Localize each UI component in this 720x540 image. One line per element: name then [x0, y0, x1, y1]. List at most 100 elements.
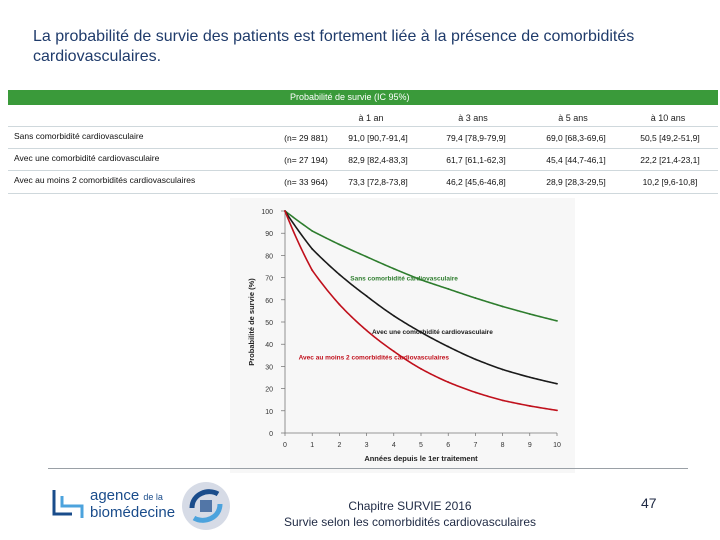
x-tick-label: 1: [310, 442, 314, 449]
data-point: [556, 319, 558, 322]
x-tick-label: 6: [446, 442, 450, 449]
x-tick-label: 3: [365, 442, 369, 449]
y-tick-label: 10: [265, 409, 273, 416]
data-point: [392, 267, 395, 270]
data-point: [501, 368, 504, 371]
data-point: [338, 303, 341, 306]
data-point: [338, 273, 341, 276]
data-point: [420, 367, 422, 370]
survival-chart: 0 10 20 30 40 50 60 70 80 90 100 0 1 2 3 4 5 6 7 8 9 10 Année…: [247, 209, 561, 463]
y-tick-label: 100: [261, 209, 273, 216]
x-tick-label: 7: [473, 442, 477, 449]
column-header-10ans: à 10 ans: [650, 113, 686, 123]
series-line: [284, 210, 558, 322]
data-point: [528, 313, 531, 315]
x-tick-label: 8: [501, 442, 505, 449]
data-point: [501, 399, 504, 402]
y-tick-label: 0: [269, 431, 273, 438]
y-tick-label: 70: [265, 276, 273, 283]
cell-1an: 73,3 [72,8-73,8]: [348, 177, 408, 187]
cell-5ans: 69,0 [68,3-69,6]: [546, 133, 606, 143]
x-tick-label: 0: [283, 442, 287, 449]
slide-title: La probabilité de survie des patients es…: [33, 28, 635, 65]
data-point: [556, 409, 558, 412]
x-tick-label: 9: [528, 442, 532, 449]
data-point: [474, 391, 477, 394]
x-tick-label: 4: [392, 442, 396, 449]
logo-de: de la: [143, 492, 163, 502]
data-point: [311, 248, 314, 250]
y-tick-label: 40: [265, 342, 273, 349]
agence-biomedecine-logo: agence de la biomédecine: [52, 482, 175, 526]
y-tick-label: 20: [265, 387, 273, 394]
data-point: [528, 376, 531, 379]
data-point: [447, 345, 450, 348]
cell-3ans: 79,4 [78,9-79,9]: [446, 133, 506, 143]
row-count: (n= 27 194): [284, 155, 328, 165]
logo-text: agence de la biomédecine: [90, 488, 175, 521]
table-row: Avec au moins 2 comorbidités cardiovascu…: [8, 170, 718, 193]
data-point: [284, 210, 286, 212]
table-row: Sans comorbidité cardiovasculaire (n= 29…: [8, 126, 718, 149]
chart-background: [230, 198, 575, 473]
x-axis-label: Années depuis le 1er traitement: [364, 454, 478, 463]
logo-line2: biomédecine: [90, 504, 176, 521]
logo-line1: agence: [90, 487, 140, 504]
row-label: Sans comorbidité cardiovasculaire: [14, 131, 144, 141]
row-count: (n= 33 964): [284, 177, 328, 187]
y-axis-label: Probabilité de survie (%): [247, 278, 256, 366]
data-point: [447, 288, 450, 290]
cell-1an: 82,9 [82,4-83,3]: [348, 155, 408, 165]
cell-1an: 91,0 [90,7-91,4]: [348, 133, 408, 143]
data-point: [311, 230, 314, 232]
data-point: [420, 331, 422, 334]
data-point: [365, 255, 368, 258]
data-point: [338, 243, 341, 246]
cell-10ans: 10,2 [9,6-10,8]: [642, 177, 698, 187]
survival-emblem-icon: [182, 482, 230, 530]
page-number: 47: [641, 495, 657, 511]
row-label: Avec au moins 2 comorbidités cardiovascu…: [14, 175, 196, 185]
y-tick-label: 80: [265, 253, 273, 260]
y-tick-label: 50: [265, 320, 273, 327]
cell-3ans: 46,2 [45,6-46,8]: [446, 177, 506, 187]
series-label: Avec au moins 2 comorbidités cardiovascu…: [299, 355, 450, 362]
data-point: [474, 297, 477, 299]
y-tick-label: 60: [265, 298, 273, 305]
y-tick-label: 30: [265, 364, 273, 371]
cell-10ans: 50,5 [49,2-51,9]: [640, 133, 700, 143]
y-tick-label: 90: [265, 231, 273, 238]
x-tick-label: 10: [553, 442, 561, 449]
x-tick-label: 5: [419, 442, 423, 449]
column-header-3ans: à 3 ans: [458, 113, 488, 123]
column-header-5ans: à 5 ans: [558, 113, 588, 123]
data-point: [365, 295, 368, 297]
cell-3ans: 61,7 [61,1-62,3]: [446, 155, 506, 165]
series-label: Avec une comorbidité cardiovasculaire: [372, 329, 493, 336]
table-bottom-rule: [8, 193, 718, 194]
footer-subtitle: Survie selon les comorbidités cardiovasc…: [283, 515, 537, 529]
cell-5ans: 28,9 [28,3-29,5]: [546, 177, 606, 187]
footer-caption: Chapitre SURVIE 2016 Survie selon les co…: [250, 498, 570, 530]
data-point: [528, 405, 531, 407]
x-tick-label: 2: [337, 442, 341, 449]
data-point: [365, 329, 368, 332]
data-point: [392, 350, 395, 353]
table-header-label: Probabilité de survie (IC 95%): [290, 92, 410, 102]
footer-chapter: Chapitre SURVIE 2016: [348, 499, 472, 513]
table-row: Avec une comorbidité cardiovasculaire (n…: [8, 148, 718, 171]
data-point: [501, 305, 504, 308]
row-label: Avec une comorbidité cardiovasculaire: [14, 153, 160, 163]
column-header-1an: à 1 an: [358, 113, 384, 123]
data-point: [311, 269, 314, 272]
cell-5ans: 45,4 [44,7-46,1]: [546, 155, 606, 165]
data-point: [556, 382, 558, 385]
footer-divider: [48, 468, 688, 469]
data-point: [447, 381, 450, 384]
logo-mark-icon: [52, 490, 84, 518]
row-count: (n= 29 881): [284, 133, 328, 143]
cell-10ans: 22,2 [21,4-23,1]: [640, 155, 700, 165]
data-point: [420, 278, 422, 281]
data-point: [392, 314, 395, 317]
table-header-bar: Probabilité de survie (IC 95%): [8, 90, 718, 105]
